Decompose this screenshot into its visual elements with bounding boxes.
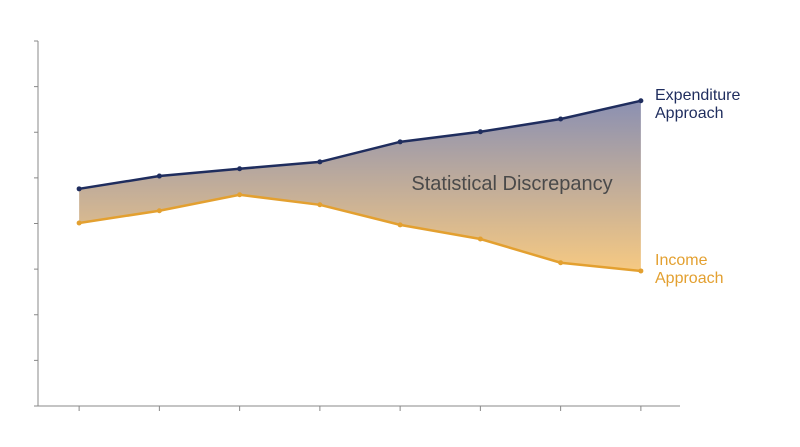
point <box>638 98 644 104</box>
point <box>638 268 644 274</box>
point <box>76 220 82 226</box>
point <box>558 260 564 266</box>
series-label: Income Approach <box>655 252 724 287</box>
point <box>477 129 483 135</box>
point <box>558 116 564 122</box>
point <box>156 173 162 179</box>
point <box>477 236 483 242</box>
point <box>397 222 403 228</box>
discrepancy-area <box>79 100 641 271</box>
series-line <box>78 193 642 273</box>
point <box>397 139 403 145</box>
annotation: Statistical Discrepancy <box>411 173 612 195</box>
point <box>156 208 162 214</box>
series-label: Expenditure Approach <box>655 87 741 122</box>
point <box>76 186 82 192</box>
point <box>317 159 323 165</box>
series-line <box>78 99 642 191</box>
point <box>237 192 243 198</box>
point <box>317 202 323 208</box>
point <box>237 166 243 172</box>
